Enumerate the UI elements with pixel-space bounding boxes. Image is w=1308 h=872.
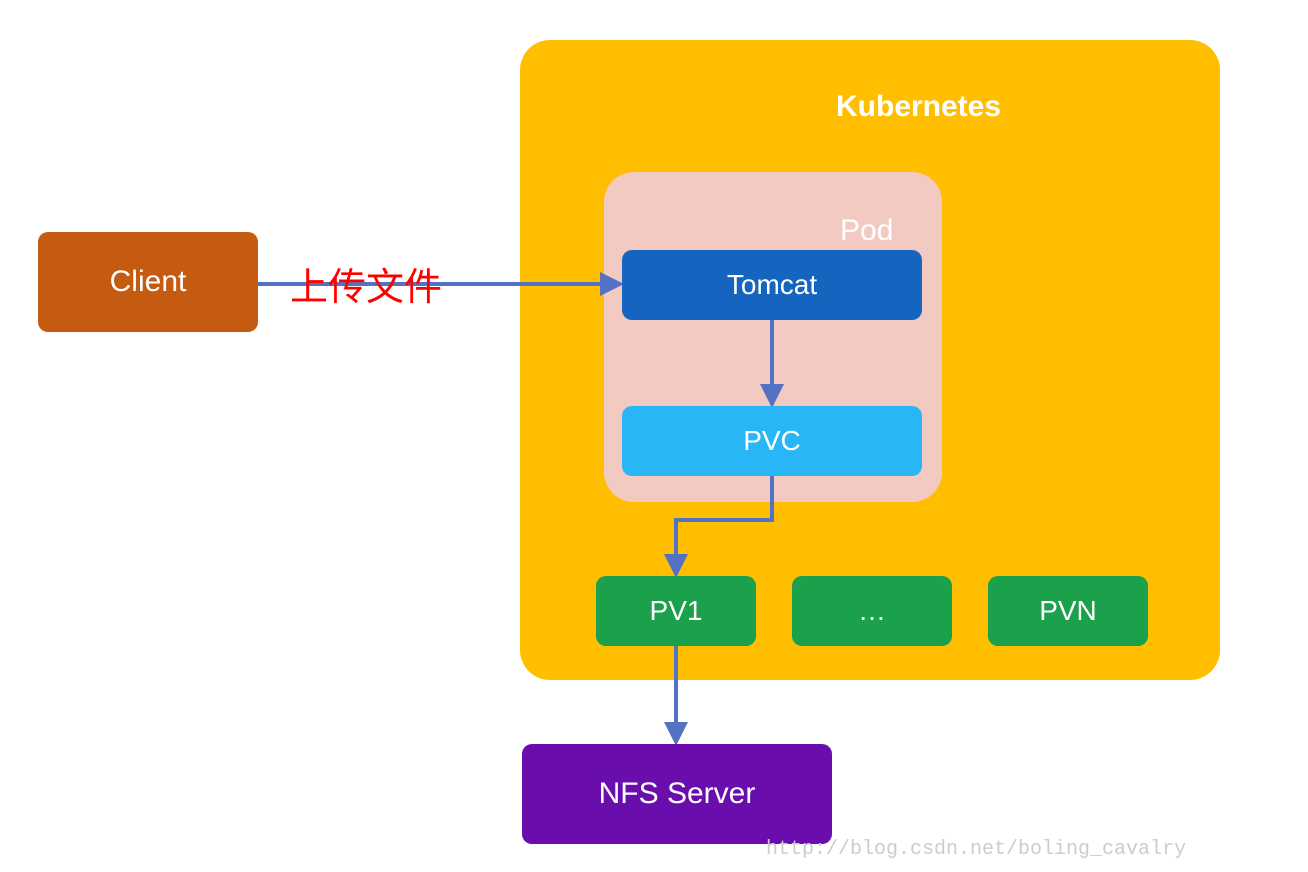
tomcat-node: Tomcat bbox=[622, 250, 922, 320]
pvc-node: PVC bbox=[622, 406, 922, 476]
pvn-node: PVN bbox=[988, 576, 1148, 646]
pv1-node: PV1 bbox=[596, 576, 756, 646]
client-node: Client bbox=[38, 232, 258, 332]
upload-label: 上传文件 bbox=[290, 256, 442, 311]
pod-label: Pod bbox=[840, 214, 893, 248]
kubernetes-label: Kubernetes bbox=[836, 90, 1001, 124]
nfs-node: NFS Server bbox=[522, 744, 832, 844]
watermark: http://blog.csdn.net/boling_cavalry bbox=[766, 838, 1186, 861]
pv-dots-node: … bbox=[792, 576, 952, 646]
